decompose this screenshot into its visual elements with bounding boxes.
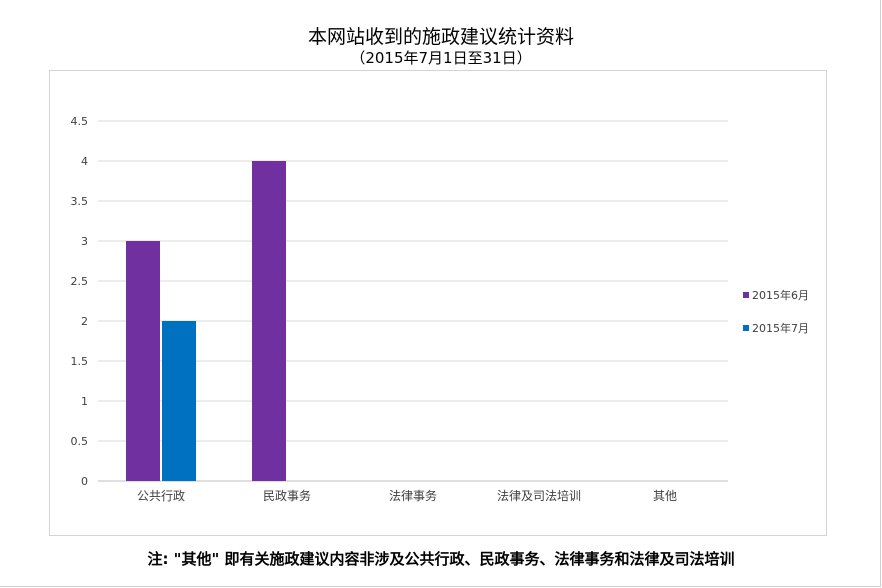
- legend-label: 2015年7月: [752, 321, 809, 335]
- y-axis-ticks: 0 0.5 1 1.5 2 2.5 3 3.5 4 4.5: [71, 115, 89, 488]
- legend-swatch: [743, 325, 749, 331]
- gridlines: [98, 120, 728, 482]
- y-tick-label: 0.5: [71, 435, 89, 448]
- y-tick-label: 2.5: [71, 275, 89, 288]
- y-tick-label: 1.5: [71, 355, 89, 368]
- legend-label: 2015年6月: [752, 288, 809, 302]
- x-tick-label: 民政事务: [263, 488, 311, 503]
- y-tick-label: 2: [81, 315, 88, 328]
- footnote: 注: "其他" 即有关施政建议内容非涉及公共行政、民政事务、法律事务和法律及司法…: [147, 550, 735, 568]
- x-tick-label: 法律事务: [389, 488, 437, 503]
- chart-area: 0 0.5 1 1.5 2 2.5 3 3.5 4 4.5 公共行政 民政事务 法律事务 法律及司法培训…: [49, 70, 827, 536]
- x-tick-label: 其他: [653, 489, 677, 503]
- x-tick-label: 法律及司法培训: [497, 488, 581, 503]
- bar: [162, 321, 196, 481]
- chart-subtitle: （2015年7月1日至31日）: [350, 49, 532, 67]
- x-tick-label: 公共行政: [137, 489, 185, 503]
- y-tick-label: 1: [81, 395, 88, 408]
- legend: 2015年6月 2015年7月: [743, 288, 809, 335]
- y-tick-label: 4.5: [71, 115, 89, 128]
- y-tick-label: 3.5: [71, 195, 89, 208]
- y-tick-label: 0: [81, 475, 88, 488]
- bars: [126, 161, 286, 481]
- bar: [126, 241, 160, 481]
- chart-title: 本网站收到的施政建议统计资料: [307, 26, 574, 48]
- y-tick-label: 4: [81, 155, 88, 168]
- x-axis-ticks: 公共行政 民政事务 法律事务 法律及司法培训 其他: [137, 488, 677, 503]
- legend-swatch: [743, 292, 749, 298]
- bar: [252, 161, 286, 481]
- bar-chart: 0 0.5 1 1.5 2 2.5 3 3.5 4 4.5 公共行政 民政事务 法律事务 法律及司法培训…: [71, 115, 810, 503]
- y-tick-label: 3: [81, 235, 88, 248]
